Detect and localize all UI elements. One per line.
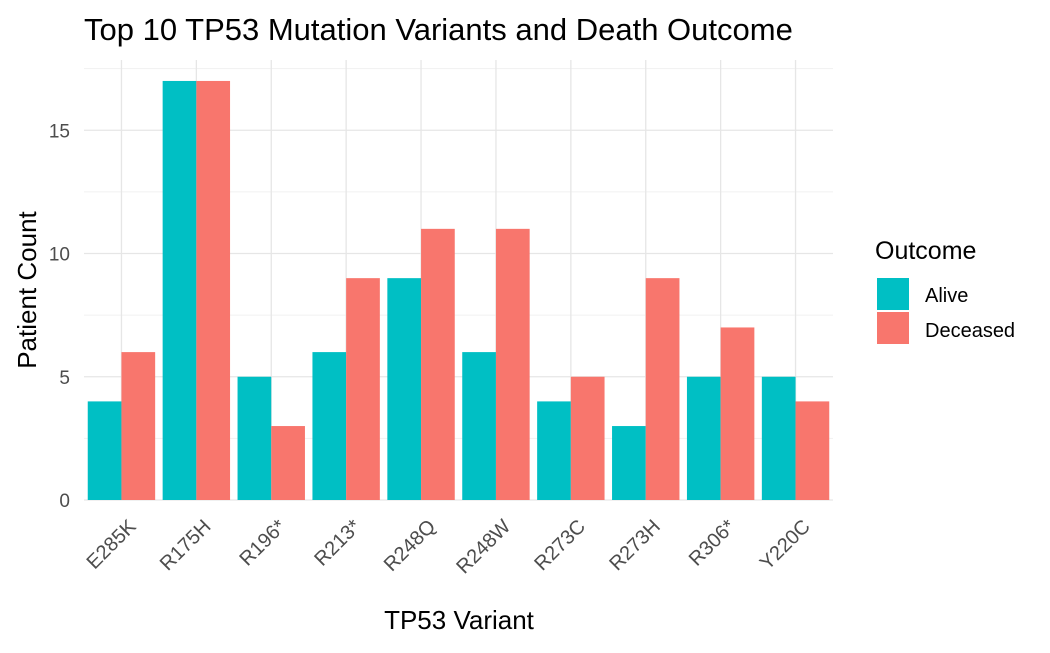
x-tick-label: R306* [685, 515, 740, 570]
bar-alive-r175h [162, 80, 197, 500]
bar-alive-r273h [612, 426, 646, 500]
legend-label-deceased: Deceased [925, 320, 1015, 342]
legend-label-alive: Alive [925, 285, 968, 307]
x-tick-label: R273C [530, 516, 590, 576]
bar-alive-y220c [761, 376, 796, 500]
x-tick-label: Y220C [756, 516, 815, 575]
bar-deceased-y220c [795, 401, 830, 500]
bar-alive-r248w [462, 352, 496, 500]
y-tick-label: 5 [59, 368, 70, 389]
legend-title: Outcome [875, 237, 976, 265]
y-tick-label: 10 [49, 245, 70, 266]
x-tick-label: R248W [452, 516, 515, 579]
x-axis: E285K R175H R196* R213* R248Q R248W R273C R273H… [83, 515, 815, 578]
legend-key-deceased [877, 312, 909, 344]
bar-alive-e285k [87, 401, 122, 500]
y-tick-label: 0 [59, 491, 70, 512]
bar-alive-r196star [237, 376, 272, 500]
bars [87, 80, 830, 500]
legend-key-alive [877, 278, 909, 310]
x-axis-title: TP53 Variant [384, 605, 535, 635]
x-tick-label: R175H [156, 516, 216, 576]
x-tick-label: R213* [310, 515, 365, 570]
bar-alive-r248q [387, 278, 422, 500]
x-tick-label: R273H [605, 516, 665, 576]
x-tick-label: R196* [236, 515, 291, 570]
bar-deceased-r248q [421, 228, 455, 500]
bar-deceased-r213star [346, 278, 380, 500]
y-axis: 0 5 10 15 [49, 121, 70, 512]
bar-alive-r273c [537, 401, 571, 500]
bar-deceased-r273h [645, 278, 680, 500]
bar-alive-r213star [312, 352, 347, 500]
bar-deceased-r196star [271, 426, 305, 500]
y-axis-title: Patient Count [12, 210, 42, 368]
y-tick-label: 15 [49, 121, 70, 142]
bar-deceased-e285k [121, 352, 156, 500]
legend: Outcome Alive Deceased [875, 237, 1015, 344]
x-tick-label: E285K [83, 515, 141, 573]
bar-deceased-r248w [495, 228, 530, 500]
bar-alive-r306star [686, 376, 721, 500]
bar-deceased-r306star [720, 327, 755, 500]
chart-title: Top 10 TP53 Mutation Variants and Death … [84, 12, 793, 47]
x-tick-label: R248Q [380, 516, 440, 576]
bar-deceased-r273c [570, 376, 605, 500]
bar-deceased-r175h [196, 80, 231, 500]
